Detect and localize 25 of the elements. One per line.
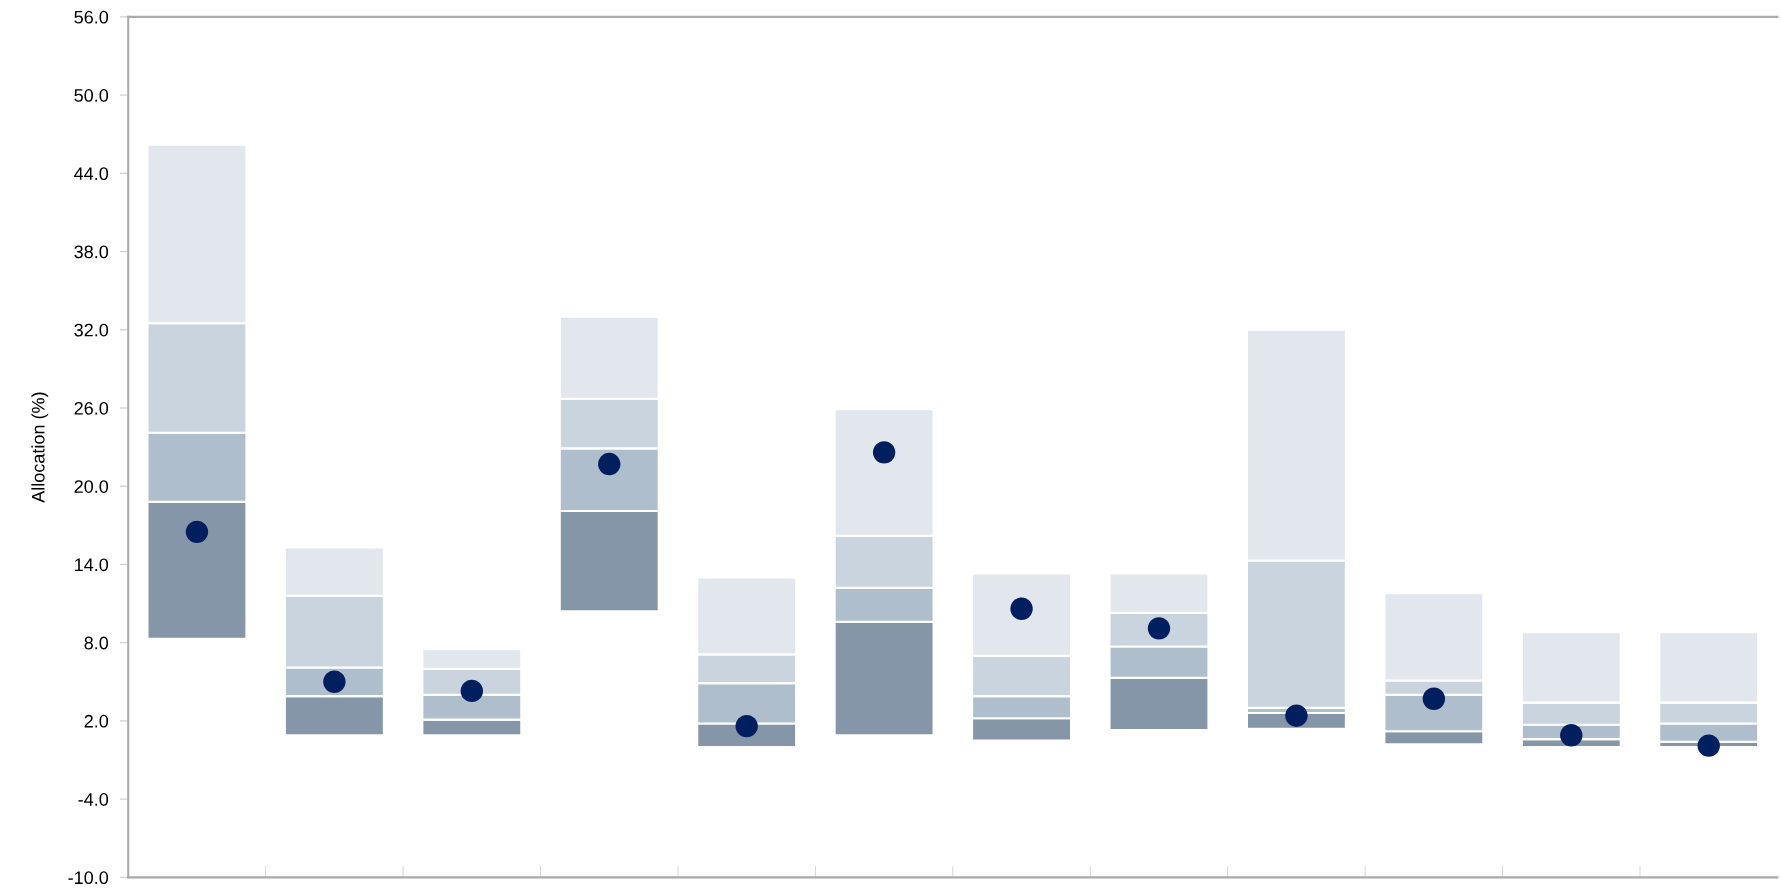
y-tick-label: -10.0	[68, 871, 109, 885]
point	[1560, 724, 1583, 747]
y-tick-label: 20.0	[74, 480, 109, 493]
y-tick-label: 14.0	[75, 558, 109, 572]
point	[1010, 597, 1033, 620]
y-tick-label: 2.0	[84, 714, 109, 728]
point	[1147, 617, 1171, 640]
point	[1697, 734, 1720, 757]
point	[185, 520, 209, 544]
point	[323, 670, 346, 693]
y-tick-label: 56.0	[74, 10, 109, 24]
point	[735, 714, 758, 738]
point	[872, 441, 896, 464]
y-tick-label: 44.0	[74, 167, 109, 181]
point	[460, 679, 484, 703]
y-tick-label: 26.0	[74, 401, 109, 415]
y-tick-label: 32.0	[74, 323, 109, 337]
point	[1422, 687, 1446, 710]
y-tick-label: -4.0	[78, 793, 109, 806]
point	[1285, 704, 1308, 727]
y-tick-label: 8.0	[84, 636, 109, 650]
y-tick-label: 50.0	[74, 89, 109, 102]
y-tick-label: 38.0	[74, 245, 109, 259]
y-axis-title: Allocation (%)	[31, 392, 49, 503]
point	[598, 452, 621, 476]
